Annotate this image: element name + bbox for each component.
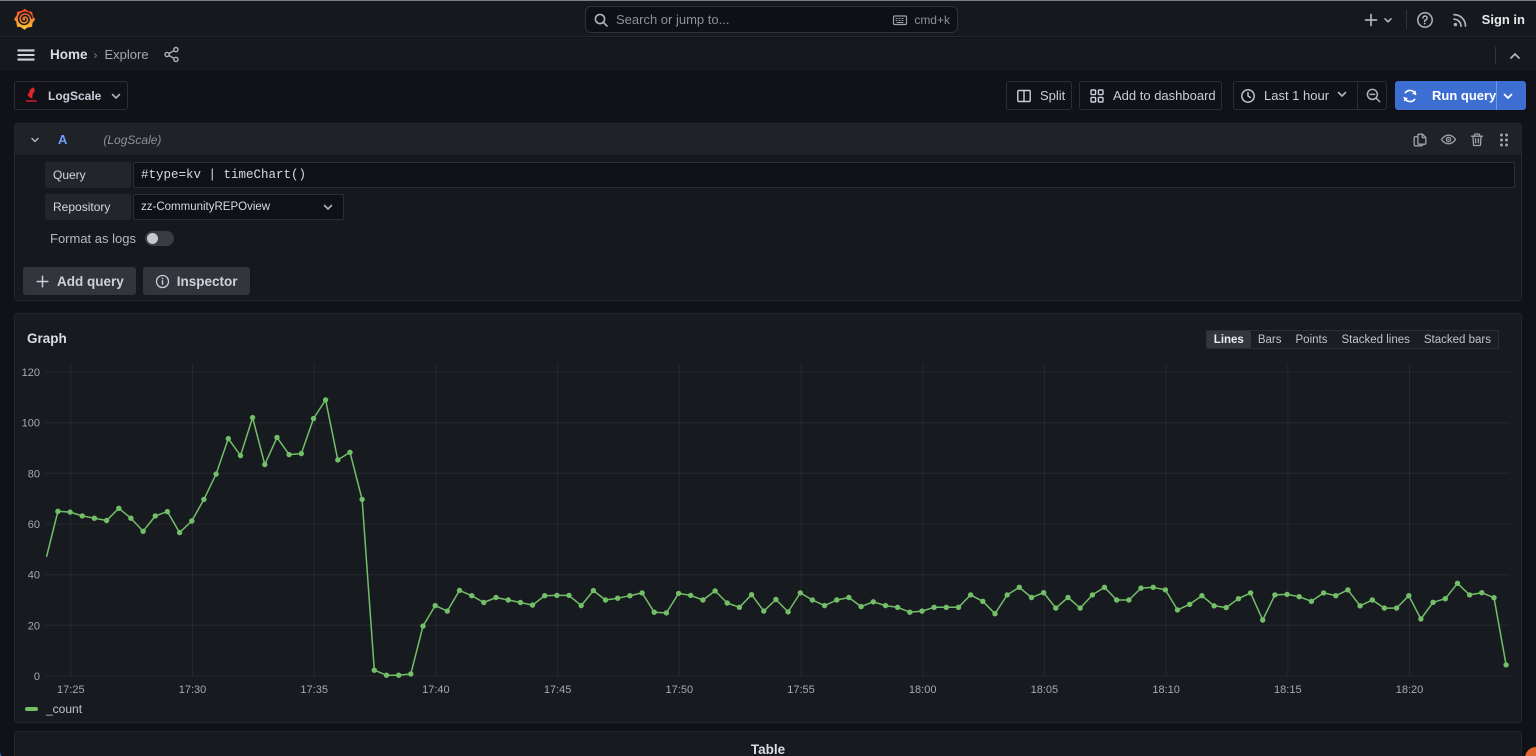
svg-text:40: 40 xyxy=(28,570,40,582)
svg-text:60: 60 xyxy=(28,519,40,531)
svg-text:18:15: 18:15 xyxy=(1274,684,1302,696)
svg-text:17:30: 17:30 xyxy=(179,684,207,696)
svg-text:120: 120 xyxy=(22,367,40,379)
svg-text:100: 100 xyxy=(22,418,40,430)
svg-text:17:25: 17:25 xyxy=(57,684,85,696)
svg-text:17:35: 17:35 xyxy=(300,684,328,696)
svg-text:17:55: 17:55 xyxy=(787,684,815,696)
svg-text:18:05: 18:05 xyxy=(1031,684,1059,696)
svg-text:18:00: 18:00 xyxy=(909,684,937,696)
svg-text:80: 80 xyxy=(28,468,40,480)
svg-text:17:40: 17:40 xyxy=(422,684,450,696)
svg-text:17:45: 17:45 xyxy=(544,684,572,696)
svg-text:0: 0 xyxy=(34,671,40,683)
svg-text:17:50: 17:50 xyxy=(666,684,694,696)
svg-text:18:10: 18:10 xyxy=(1152,684,1180,696)
svg-text:18:20: 18:20 xyxy=(1396,684,1424,696)
svg-text:20: 20 xyxy=(28,620,40,632)
